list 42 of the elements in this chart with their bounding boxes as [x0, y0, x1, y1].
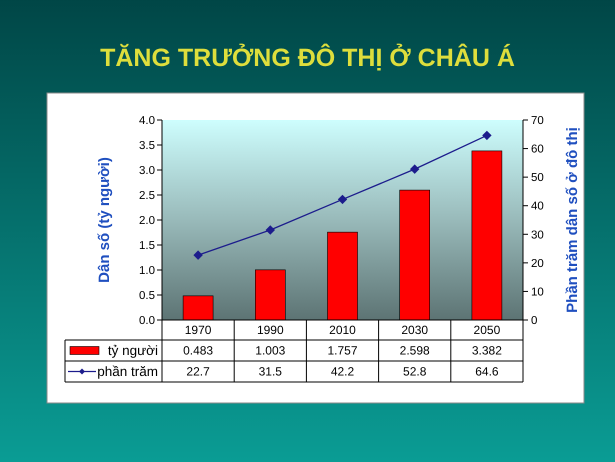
- legend-label: tỷ người: [108, 343, 158, 358]
- data-label: 1.757: [327, 344, 358, 358]
- data-label: 31.5: [258, 364, 282, 379]
- x-tick-label: 2010: [329, 323, 356, 338]
- x-tick-label: 2030: [401, 323, 428, 338]
- data-label: 0.483: [183, 344, 214, 358]
- y2-tick-label: 60: [531, 144, 544, 156]
- y-tick-label: 3.5: [139, 140, 155, 152]
- data-label: 3.382: [472, 344, 502, 358]
- y-axis-title: Dân số (tỷ người): [96, 157, 113, 283]
- data-label: 42.2: [330, 364, 354, 379]
- x-tick-label: 1990: [256, 323, 284, 338]
- y-tick-label: 4.0: [139, 115, 155, 128]
- y-tick-label: 3.0: [139, 165, 155, 178]
- y2-tick-label: 40: [531, 200, 544, 213]
- data-label: 1.003: [255, 344, 286, 358]
- point: [338, 194, 347, 204]
- data-label: 64.6: [475, 364, 499, 379]
- data-label: 52.8: [403, 364, 427, 379]
- x-tick-label: 1970: [184, 323, 212, 338]
- point: [194, 250, 203, 260]
- point: [410, 164, 420, 174]
- chart-title: TĂNG TRƯỞNG ĐÔ THỊ Ở CHÂU Á: [100, 43, 515, 72]
- y-tick-label: 0.0: [139, 315, 155, 328]
- y2-tick-label: 70: [531, 115, 544, 128]
- data-label: 2.598: [400, 344, 430, 358]
- data-label: 22.7: [186, 364, 210, 379]
- x-tick-label: 2050: [474, 323, 501, 338]
- y2-tick-label: 30: [531, 229, 544, 242]
- legend-label: phần trăm: [97, 364, 158, 380]
- y2-tick-label: 10: [531, 286, 544, 298]
- y-tick-label: 2.5: [139, 190, 155, 202]
- y-tick-label: 1.0: [139, 265, 155, 278]
- y-tick-label: 2.0: [139, 215, 155, 228]
- y2-tick-label: 50: [531, 172, 544, 184]
- y-tick-label: 0.5: [139, 290, 155, 302]
- y2-tick-label: 20: [531, 258, 544, 270]
- point: [482, 130, 492, 140]
- y2-axis-title: Phần trăm dân số ở đô thị: [564, 127, 581, 313]
- y-tick-label: 1.5: [139, 240, 155, 252]
- y2-tick-label: 0: [531, 315, 538, 328]
- point: [266, 226, 275, 234]
